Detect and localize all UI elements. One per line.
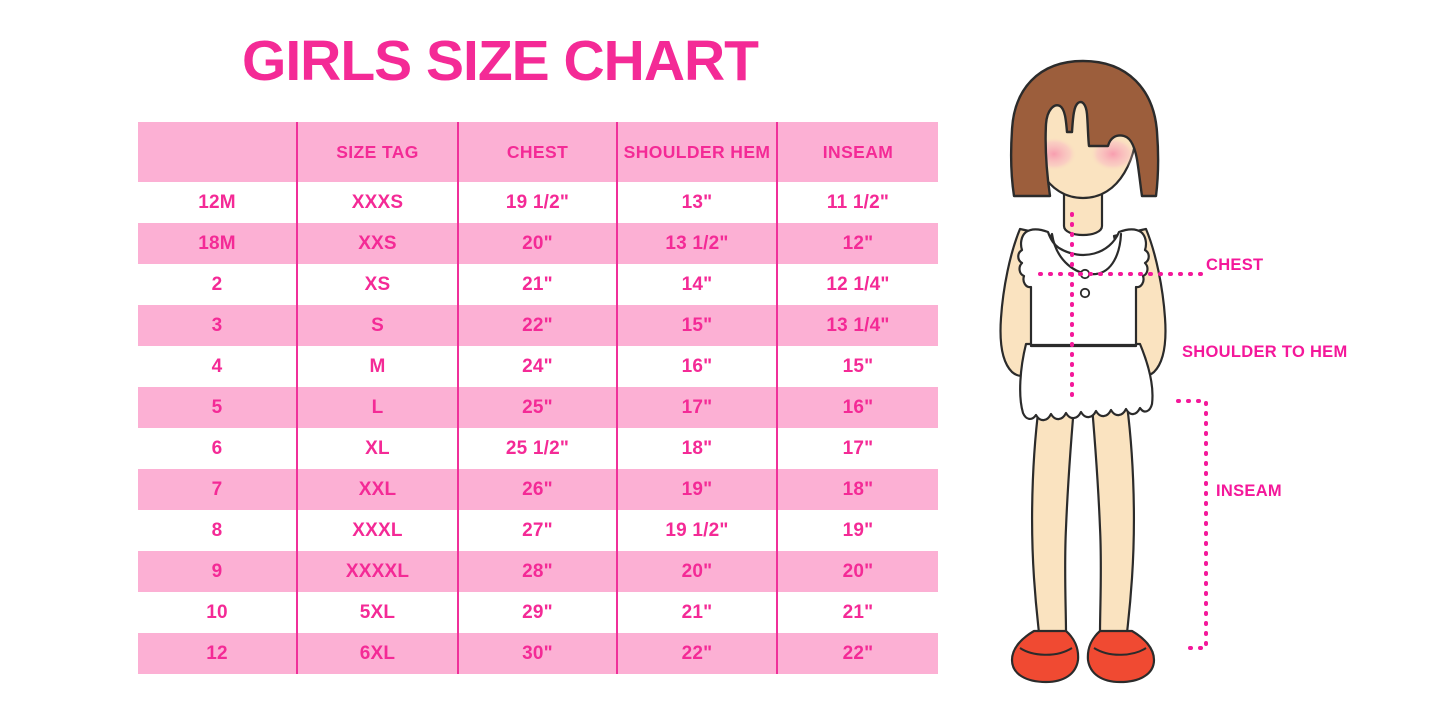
cell-chest: 27": [458, 510, 618, 551]
cell-shoulder_hem: 16": [617, 346, 778, 387]
cell-size_tag: XS: [297, 264, 459, 305]
cell-size_tag: S: [297, 305, 459, 346]
cell-shoulder_hem: 20": [617, 551, 778, 592]
shoes-group: [1010, 629, 1156, 684]
table-row: 9 XXXXL 28" 20" 20": [138, 551, 938, 592]
cell-shoulder_hem: 15": [617, 305, 778, 346]
cell-size: 2: [138, 264, 298, 305]
cell-inseam: 21": [777, 592, 938, 633]
table-row: 12 6XL 30" 22" 22": [138, 633, 938, 674]
cell-inseam: 16": [777, 387, 938, 428]
cell-inseam: 22": [777, 633, 938, 674]
left-shoe: [1010, 629, 1080, 684]
cell-size: 12: [138, 633, 298, 674]
cell-size: 4: [138, 346, 298, 387]
cell-inseam: 19": [777, 510, 938, 551]
cell-size: 12M: [138, 182, 298, 223]
cell-chest: 25 1/2": [458, 428, 618, 469]
cell-size_tag: XXXS: [297, 182, 459, 223]
table-row: 12M XXXS 19 1/2" 13" 11 1/2": [138, 182, 938, 223]
legs-group: [1031, 376, 1135, 635]
cell-size_tag: L: [297, 387, 459, 428]
cell-size: 3: [138, 305, 298, 346]
right-shoe: [1086, 629, 1156, 684]
cell-chest: 19 1/2": [458, 182, 618, 223]
cell-chest: 28": [458, 551, 618, 592]
cell-shoulder_hem: 17": [617, 387, 778, 428]
table-row: 3 S 22" 15" 13 1/4": [138, 305, 938, 346]
table-row: 18M XXS 20" 13 1/2" 12": [138, 223, 938, 264]
table-row: 6 XL 25 1/2" 18" 17": [138, 428, 938, 469]
cell-size: 7: [138, 469, 298, 510]
cell-size: 8: [138, 510, 298, 551]
cell-chest: 30": [458, 633, 618, 674]
cell-chest: 29": [458, 592, 618, 633]
cell-shoulder_hem: 19": [617, 469, 778, 510]
table-row: 10 5XL 29" 21" 21": [138, 592, 938, 633]
table-row: 8 XXXL 27" 19 1/2" 19": [138, 510, 938, 551]
cell-size: 18M: [138, 223, 298, 264]
cell-size_tag: XXXXL: [297, 551, 459, 592]
cell-size_tag: XXXL: [297, 510, 459, 551]
table-row: 4 M 24" 16" 15": [138, 346, 938, 387]
cell-inseam: 12": [777, 223, 938, 264]
column-header-shoulder-hem: SHOULDER HEM: [617, 122, 778, 182]
cell-inseam: 20": [777, 551, 938, 592]
right-shoe-strap: [1093, 647, 1147, 656]
measurement-lines: [1038, 212, 1212, 650]
right-leg: [1088, 376, 1135, 635]
table-row: 5 L 25" 17" 16": [138, 387, 938, 428]
cell-size_tag: XXS: [297, 223, 459, 264]
cell-size: 5: [138, 387, 298, 428]
cell-size: 6: [138, 428, 298, 469]
table-row: 2 XS 21" 14" 12 1/4": [138, 264, 938, 305]
neckline: [1050, 232, 1123, 276]
cell-inseam: 11 1/2": [777, 182, 938, 223]
column-header-inseam: INSEAM: [777, 122, 938, 182]
callout-label-chest: CHEST: [1206, 256, 1264, 274]
cell-size: 10: [138, 592, 298, 633]
girl-figure-illustration: [960, 48, 1260, 698]
cell-shoulder_hem: 13 1/2": [617, 223, 778, 264]
column-header-size: [138, 122, 298, 182]
cell-shoulder_hem: 21": [617, 592, 778, 633]
cell-inseam: 15": [777, 346, 938, 387]
page-title: GIRLS SIZE CHART: [241, 29, 759, 93]
table-row: 7 XXL 26" 19" 18": [138, 469, 938, 510]
cell-shoulder_hem: 14": [617, 264, 778, 305]
cell-shoulder_hem: 19 1/2": [617, 510, 778, 551]
cell-size_tag: XXL: [297, 469, 459, 510]
left-shoe-strap: [1019, 647, 1073, 656]
cell-inseam: 17": [777, 428, 938, 469]
cell-size_tag: XL: [297, 428, 459, 469]
cell-chest: 25": [458, 387, 618, 428]
cell-chest: 21": [458, 264, 618, 305]
cell-chest: 20": [458, 223, 618, 264]
column-header-chest: CHEST: [458, 122, 618, 182]
top-garment: [1017, 228, 1150, 348]
skirt-ruffle: [1019, 342, 1154, 422]
button-bottom: [1079, 287, 1091, 299]
cell-size_tag: 5XL: [297, 592, 459, 633]
cell-size: 9: [138, 551, 298, 592]
callout-label-shoulder-to-hem: SHOULDER TO HEM: [1182, 343, 1348, 361]
column-header-size-tag: SIZE TAG: [297, 122, 459, 182]
inseam-measure-line: [1176, 399, 1208, 650]
cell-chest: 22": [458, 305, 618, 346]
table-header-row: SIZE TAG CHEST SHOULDER HEM INSEAM: [138, 122, 938, 182]
figure-group: [999, 59, 1212, 684]
cell-inseam: 13 1/4": [777, 305, 938, 346]
cell-inseam: 18": [777, 469, 938, 510]
size-chart-table: SIZE TAG CHEST SHOULDER HEM INSEAM 12M XX…: [138, 122, 938, 674]
cell-shoulder_hem: 13": [617, 182, 778, 223]
cell-shoulder_hem: 22": [617, 633, 778, 674]
hair: [1009, 59, 1160, 198]
cell-size_tag: 6XL: [297, 633, 459, 674]
cell-shoulder_hem: 18": [617, 428, 778, 469]
cell-size_tag: M: [297, 346, 459, 387]
cell-chest: 24": [458, 346, 618, 387]
callout-label-inseam: INSEAM: [1216, 482, 1282, 500]
cell-inseam: 12 1/4": [777, 264, 938, 305]
cell-chest: 26": [458, 469, 618, 510]
